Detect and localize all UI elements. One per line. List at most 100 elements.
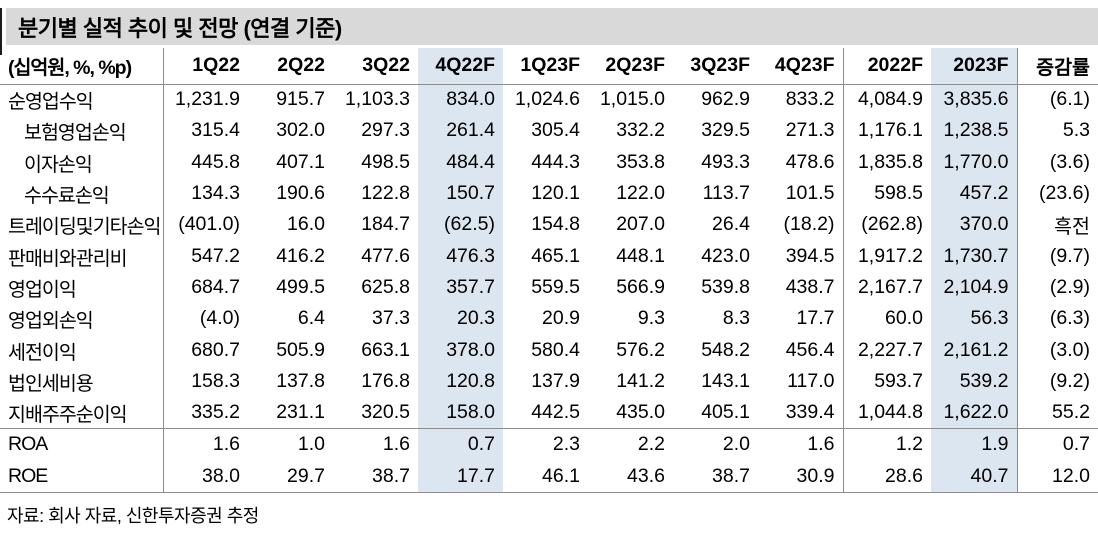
cell-4Q23F: 339.4 xyxy=(758,396,844,429)
cell-2Q22: 499.5 xyxy=(276,275,325,298)
cell-2022F: 598.5 xyxy=(874,182,923,205)
ratio-row-ROA: ROA 1.6 1.0 1.6 0.7 2.3 2.2 2.0 1.6 1.2 1.9 0.7 xyxy=(0,428,1098,461)
cell-3Q22: 37.3 xyxy=(372,307,410,330)
cell-3Q22: 498.5 xyxy=(361,150,410,173)
cell-2Q22: 1.0 xyxy=(297,433,325,456)
cell-2023F: 2,104.9 xyxy=(931,271,1018,304)
cell-2Q23F: 1,015.0 xyxy=(599,88,665,111)
cell-4Q23F: 833.2 xyxy=(758,84,844,116)
cell-3Q23F: 493.3 xyxy=(701,150,750,173)
cell-2023F: 2,161.2 xyxy=(931,334,1018,366)
cell-3Q22: 1,103.3 xyxy=(344,88,410,111)
cell-4Q23F: 101.5 xyxy=(758,177,844,210)
cell-4Q22F: 261.4 xyxy=(418,115,503,147)
main-row-트레이딩및기타손익: 트레이딩및기타손익 (401.0) 16.0 184.7 (62.5) 154.8 207.… xyxy=(0,209,1098,241)
main-row-세전이익: 세전이익 680.7 505.9 663.1 378.0 580.4 576.2 548.2 4… xyxy=(0,334,1098,366)
cell-2022F: 60.0 xyxy=(885,307,923,330)
main-row-영업외손익: 영업외손익 (4.0) 6.4 37.3 20.3 20.9 9.3 8.3 17.7 60.0 5… xyxy=(0,303,1098,335)
table-header: (십억원, %, %p) 1Q22 2Q22 3Q22 4Q22F 1Q23F 2Q23F… xyxy=(0,48,1098,84)
cell-1Q22: 1,231.9 xyxy=(174,88,240,111)
cell-3Q22: 625.8 xyxy=(361,275,410,298)
row-label: ROA xyxy=(0,428,164,461)
cell-3Q22: 38.7 xyxy=(372,464,410,487)
cell-1Q23F: 46.1 xyxy=(542,464,580,487)
cell-증감률: (9.2) xyxy=(1049,369,1090,392)
row-label: 보험영업손익 xyxy=(0,115,164,147)
cell-증감률: (3.6) xyxy=(1049,150,1090,173)
cell-4Q23F: (18.2) xyxy=(758,209,844,241)
cell-3Q22: 122.8 xyxy=(361,182,410,205)
cell-1Q22: (4.0) xyxy=(199,307,240,330)
col-header-3Q23F: 3Q23F xyxy=(690,54,750,77)
cell-4Q23F: 456.4 xyxy=(758,334,844,366)
page-left-edge-mark xyxy=(0,8,2,55)
cell-2022F: 1,044.8 xyxy=(857,400,923,423)
cell-4Q22F: 357.7 xyxy=(418,271,503,304)
cell-3Q22: 297.3 xyxy=(361,119,410,142)
cell-증감률: (9.7) xyxy=(1049,244,1090,267)
cell-증감률: 흑전 xyxy=(1054,216,1090,239)
cell-3Q23F: 8.3 xyxy=(722,307,750,330)
cell-3Q22: 176.8 xyxy=(361,369,410,392)
col-header-4Q22F: 4Q22F xyxy=(418,48,503,84)
cell-2Q22: 231.1 xyxy=(276,400,325,423)
cell-2Q22: 302.0 xyxy=(276,119,325,142)
cell-2022F: 1,917.2 xyxy=(857,244,923,267)
row-label: 세전이익 xyxy=(0,334,164,366)
header-row: (십억원, %, %p) 1Q22 2Q22 3Q22 4Q22F 1Q23F 2Q23F… xyxy=(0,48,1098,84)
cell-4Q23F: 478.6 xyxy=(758,146,844,178)
cell-2023F: 1,770.0 xyxy=(931,146,1018,178)
cell-3Q23F: 113.7 xyxy=(702,182,750,205)
cell-4Q22F: 120.8 xyxy=(418,365,503,397)
cell-4Q23F: 30.9 xyxy=(758,460,844,493)
col-header-2023F: 2023F xyxy=(931,48,1018,84)
cell-2Q22: 29.7 xyxy=(287,464,325,487)
cell-1Q22: 680.7 xyxy=(191,338,240,361)
cell-증감률: 55.2 xyxy=(1052,400,1090,423)
cell-2022F: 28.6 xyxy=(885,464,923,487)
col-header-2Q22: 2Q22 xyxy=(277,54,325,77)
cell-2Q23F: 566.9 xyxy=(616,275,665,298)
cell-3Q23F: 539.8 xyxy=(701,275,750,298)
cell-2Q23F: 2.2 xyxy=(637,433,665,456)
col-header-증감률: 증감률 xyxy=(1036,57,1090,80)
cell-2022F: 593.7 xyxy=(874,369,923,392)
table-body-ratios: ROA 1.6 1.0 1.6 0.7 2.3 2.2 2.0 1.6 1.2 1.9 0.7 ROE 3… xyxy=(0,428,1098,493)
cell-4Q23F: 438.7 xyxy=(758,271,844,304)
cell-4Q22F: 378.0 xyxy=(418,334,503,366)
cell-1Q22: 315.4 xyxy=(191,119,240,142)
cell-3Q23F: 962.9 xyxy=(701,88,750,111)
cell-4Q23F: 17.7 xyxy=(758,303,844,335)
cell-1Q22: 445.8 xyxy=(191,150,240,173)
cell-2Q23F: 448.1 xyxy=(616,244,665,267)
cell-4Q22F: 17.7 xyxy=(418,460,503,493)
cell-3Q22: 320.5 xyxy=(361,400,410,423)
cell-2022F: 1.2 xyxy=(895,433,923,456)
cell-2023F: 457.2 xyxy=(931,177,1018,210)
cell-4Q22F: 158.0 xyxy=(418,396,503,429)
main-row-영업이익: 영업이익 684.7 499.5 625.8 357.7 559.5 566.9 539.8 4… xyxy=(0,271,1098,304)
unit-label: (십억원, %, %p) xyxy=(0,48,164,84)
cell-2Q22: 190.6 xyxy=(276,182,325,205)
cell-2022F: 2,227.7 xyxy=(857,338,923,361)
cell-1Q23F: 305.4 xyxy=(531,119,580,142)
cell-3Q22: 477.6 xyxy=(361,244,410,267)
cell-증감률: (6.1) xyxy=(1049,88,1090,111)
cell-3Q22: 663.1 xyxy=(361,338,410,361)
row-label: ROE xyxy=(0,460,164,493)
cell-1Q23F: 2.3 xyxy=(552,433,580,456)
cell-1Q23F: 20.9 xyxy=(542,307,580,330)
col-header-1Q23F: 1Q23F xyxy=(520,54,580,77)
main-row-보험영업손익: 보험영업손익 315.4 302.0 297.3 261.4 305.4 332.2 329.… xyxy=(0,115,1098,147)
col-header-1Q22: 1Q22 xyxy=(192,54,240,77)
cell-2022F: 1,835.8 xyxy=(857,150,923,173)
cell-1Q23F: 154.8 xyxy=(531,213,580,236)
cell-4Q22F: 150.7 xyxy=(418,177,503,210)
main-row-이자손익: 이자손익 445.8 407.1 498.5 484.4 444.3 353.8 493.3 4… xyxy=(0,146,1098,178)
cell-증감률: (23.6) xyxy=(1039,182,1090,205)
cell-2Q22: 6.4 xyxy=(297,307,325,330)
cell-2Q23F: 43.6 xyxy=(627,464,665,487)
main-row-법인세비용: 법인세비용 158.3 137.8 176.8 120.8 137.9 141.2 143.1… xyxy=(0,365,1098,397)
table-title-bar: 분기별 실적 추이 및 전망 (연결 기준) xyxy=(6,8,1098,45)
cell-3Q22: 1.6 xyxy=(382,433,410,456)
